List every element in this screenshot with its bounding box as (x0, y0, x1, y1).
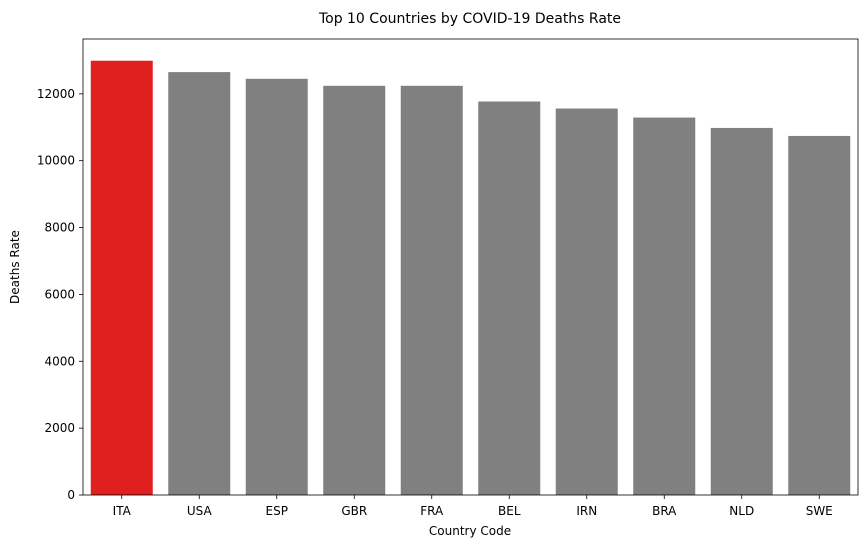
chart-title: Top 10 Countries by COVID-19 Deaths Rate (318, 11, 621, 27)
x-axis-ticks: ITA USA ESP GBR FRA BEL IRN BRA NLD SWE (113, 495, 833, 518)
y-tick-label: 4000 (44, 354, 75, 368)
bar-esp (245, 78, 308, 495)
y-axis-label: Deaths Rate (8, 230, 22, 304)
bar-irn (555, 108, 618, 496)
x-tick-label: BEL (498, 504, 521, 518)
bar-ita (90, 60, 153, 496)
bar-bel (478, 101, 541, 496)
x-axis-label: Country Code (429, 524, 511, 538)
y-tick-label: 8000 (44, 221, 75, 235)
x-tick-label: BRA (652, 504, 677, 518)
y-tick-label: 6000 (44, 287, 75, 301)
bar-fra (400, 85, 463, 495)
bar-gbr (323, 85, 386, 495)
x-tick-label: USA (187, 504, 213, 518)
bar-bra (633, 117, 696, 495)
x-tick-label: GBR (341, 504, 367, 518)
y-tick-label: 12000 (37, 87, 75, 101)
bar-usa (168, 72, 231, 495)
x-tick-label: NLD (729, 504, 754, 518)
x-tick-label: SWE (806, 504, 833, 518)
bars-group (90, 60, 851, 496)
x-tick-label: IRN (576, 504, 597, 518)
x-tick-label: ITA (113, 504, 132, 518)
y-tick-label: 2000 (44, 421, 75, 435)
plot-frame (82, 38, 859, 496)
bar-nld (710, 127, 773, 495)
bar-swe (788, 135, 851, 496)
x-tick-label: FRA (420, 504, 444, 518)
x-tick-label: ESP (266, 504, 288, 518)
y-axis-ticks: 0 2000 4000 6000 8000 10000 12000 (37, 87, 83, 502)
y-tick-label: 0 (67, 488, 75, 502)
y-tick-label: 10000 (37, 154, 75, 168)
